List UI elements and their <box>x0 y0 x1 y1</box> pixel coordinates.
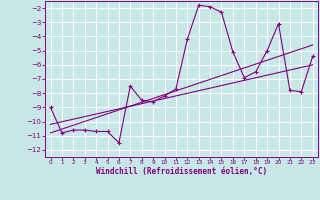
X-axis label: Windchill (Refroidissement éolien,°C): Windchill (Refroidissement éolien,°C) <box>96 167 267 176</box>
